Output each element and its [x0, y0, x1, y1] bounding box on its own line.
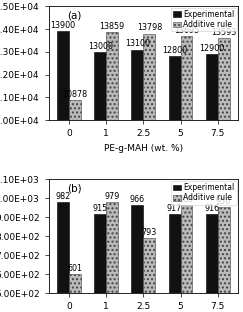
Bar — [106, 32, 118, 312]
Text: 956: 956 — [216, 197, 231, 206]
X-axis label: PE-g-MAH (wt. %): PE-g-MAH (wt. %) — [104, 144, 183, 153]
Text: 13695: 13695 — [174, 26, 199, 35]
Bar — [206, 54, 218, 312]
Bar — [206, 214, 218, 312]
Text: 13859: 13859 — [100, 22, 125, 31]
Bar — [218, 207, 230, 312]
Text: (a): (a) — [68, 11, 82, 21]
Bar — [131, 50, 143, 312]
Bar — [143, 238, 155, 312]
Bar — [94, 52, 106, 312]
Text: 982: 982 — [56, 192, 71, 201]
Legend: Experimental, Additive rule: Experimental, Additive rule — [171, 8, 237, 32]
Bar — [169, 214, 181, 312]
Text: 979: 979 — [104, 192, 120, 201]
Legend: Experimental, Additive rule: Experimental, Additive rule — [171, 181, 237, 205]
Bar — [181, 205, 192, 312]
Text: 13900: 13900 — [51, 21, 76, 30]
Text: 965: 965 — [179, 195, 194, 204]
Text: 13798: 13798 — [137, 23, 162, 32]
Bar — [106, 202, 118, 312]
Bar — [69, 274, 81, 312]
Text: 13000: 13000 — [88, 42, 113, 51]
Text: 793: 793 — [142, 227, 157, 236]
Bar — [181, 36, 192, 312]
Bar — [57, 202, 69, 312]
Text: 13100: 13100 — [125, 39, 150, 48]
Bar — [57, 31, 69, 312]
Bar — [131, 205, 143, 312]
Text: 13593: 13593 — [211, 28, 236, 37]
Text: 10878: 10878 — [62, 90, 88, 99]
Text: 966: 966 — [130, 195, 145, 204]
Text: 917: 917 — [167, 204, 182, 213]
Bar — [169, 56, 181, 312]
Bar — [143, 34, 155, 312]
Bar — [94, 214, 106, 312]
Text: 915: 915 — [93, 204, 108, 213]
Text: 916: 916 — [204, 204, 219, 213]
Text: (b): (b) — [68, 184, 82, 194]
Bar — [218, 38, 230, 312]
Text: 12800: 12800 — [162, 46, 187, 55]
Text: 601: 601 — [68, 264, 83, 273]
Bar — [69, 100, 81, 312]
Text: 12900: 12900 — [199, 44, 224, 53]
